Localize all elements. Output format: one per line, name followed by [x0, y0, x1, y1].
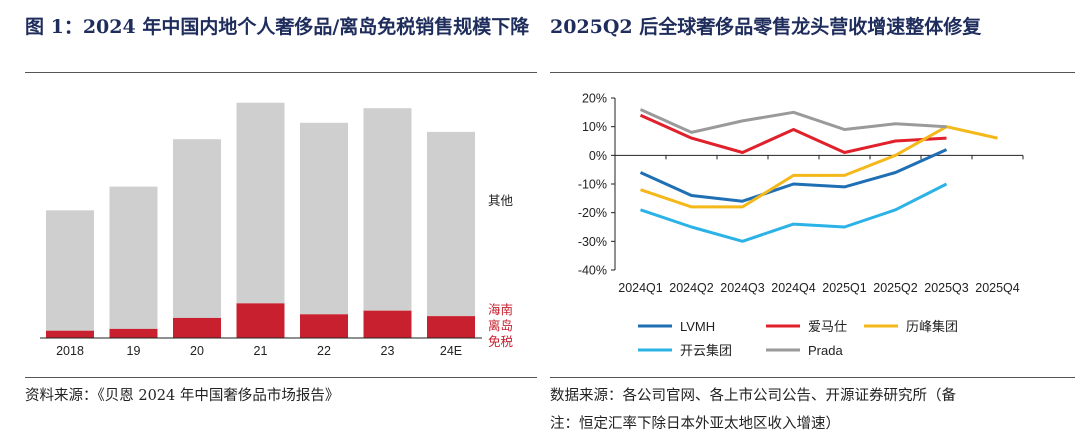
- legend-label-1: 爱马仕: [808, 319, 847, 334]
- right-source-rule: [550, 377, 1075, 378]
- y-tick-label: 0%: [589, 149, 607, 163]
- legend-label-3: 开云集团: [680, 343, 732, 358]
- legend-label-2: 历峰集团: [906, 319, 958, 334]
- legend-label-0: LVMH: [680, 319, 715, 334]
- series-line-3: [640, 182, 948, 243]
- left-figure-title: 图 1：2024 年中国内地个人奢侈品/离岛免税销售规模下降: [25, 16, 530, 38]
- bar-tick-label: 22: [317, 344, 331, 358]
- left-source-rule: [25, 377, 537, 378]
- bar-other-24E: [427, 131, 475, 317]
- legend-hainan-2: 离岛: [488, 318, 513, 333]
- x-tick-label: 2024Q2: [669, 281, 714, 295]
- right-figure: 2025Q2 后全球奢侈品零售龙头营收增速整体修复 -40% -30% -20% -1…: [548, 0, 1080, 448]
- y-tick-label: 20%: [582, 92, 607, 106]
- right-source-line-1: 数据来源：各公司官网、各上市公司公告、开源证券研究所（备: [550, 388, 956, 404]
- bar-tick-label: 24E: [440, 344, 462, 358]
- x-tick-label: 2024Q4: [771, 281, 816, 295]
- x-tick-label: 2025Q3: [924, 281, 969, 295]
- legend-hainan-3: 免税: [488, 334, 514, 349]
- y-tick-label: -30%: [578, 235, 607, 249]
- legend-hainan-1: 海南: [488, 302, 513, 317]
- bar-hainan-21: [236, 303, 285, 338]
- bar-other-2018: [46, 210, 94, 331]
- left-figure: 图 1：2024 年中国内地个人奢侈品/离岛免税销售规模下降 2018 19 20 2…: [25, 16, 537, 404]
- bar-hainan-19: [109, 328, 158, 338]
- bar-hainan-24E: [427, 316, 475, 338]
- bar-tick-label: 20: [190, 344, 204, 358]
- left-title-rule: [25, 72, 537, 73]
- right-source-line-2: 注：恒定汇率下除日本外亚太地区收入增速）: [550, 416, 840, 432]
- bar-tick-label: 2018: [56, 344, 84, 358]
- x-tick-label: 2024Q1: [618, 281, 663, 295]
- y-tick-label: -10%: [578, 178, 607, 192]
- line-chart: -40% -30% -20% -10% 0% 10% 20% 2024Q1 2024Q2 2024…: [578, 92, 1024, 358]
- bar-other-21: [236, 102, 285, 304]
- x-tick-label: 2025Q4: [975, 281, 1020, 295]
- y-tick-label: 10%: [582, 120, 607, 134]
- right-title-rule: [550, 72, 1075, 73]
- bar-other-23: [363, 108, 412, 311]
- bar-tick-label: 21: [254, 344, 268, 358]
- legend-other: 其他: [488, 194, 514, 208]
- bar-tick-label: 23: [381, 344, 395, 358]
- left-source: 资料来源：《贝恩 2024 年中国奢侈品市场报告》: [25, 388, 340, 404]
- y-tick-label: -20%: [578, 206, 607, 220]
- x-tick-label: 2024Q3: [720, 281, 765, 295]
- bar-tick-label: 19: [127, 344, 141, 358]
- bar-hainan-23: [363, 310, 412, 338]
- legend-label-4: Prada: [808, 343, 843, 358]
- series-line-2: [640, 125, 998, 209]
- bar-other-19: [109, 186, 158, 329]
- bar-hainan-22: [300, 314, 348, 338]
- bar-other-22: [300, 122, 348, 315]
- series-line-1: [639, 113, 947, 154]
- y-tick-label: -40%: [578, 264, 607, 278]
- bar-hainan-20: [173, 317, 221, 338]
- x-tick-label: 2025Q1: [822, 281, 867, 295]
- bar-other-20: [173, 139, 221, 318]
- bar-hainan-2018: [46, 330, 94, 338]
- bar-chart: 2018 19 20 21 22 23 24E 其他 海南 离岛 免税: [40, 102, 514, 358]
- x-tick-label: 2025Q2: [873, 281, 918, 295]
- series-line-4: [639, 108, 947, 134]
- right-figure-title: 2025Q2 后全球奢侈品零售龙头营收增速整体修复: [550, 16, 982, 38]
- series-line-0: [639, 148, 948, 203]
